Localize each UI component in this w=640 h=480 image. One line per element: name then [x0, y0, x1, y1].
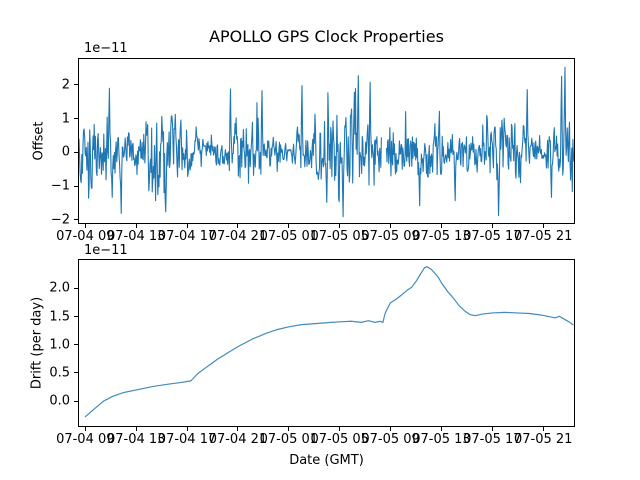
x-tick-label: 07-05 05	[310, 432, 369, 447]
y-tick-label: 0	[61, 144, 70, 160]
x-tick-mark	[237, 224, 239, 228]
x-tick-label: 07-05 21	[513, 229, 573, 244]
x-tick-label: 07-05 17	[463, 432, 522, 447]
y-tick-label: 1.0	[49, 337, 70, 353]
x-tick-label: 07-04 09	[56, 432, 115, 447]
x-tick-mark	[135, 224, 137, 228]
x-tick-mark	[237, 427, 239, 431]
x-tick-mark	[440, 427, 442, 431]
x-tick-label: 07-04 17	[157, 229, 217, 244]
y-tick-label: 2	[61, 77, 70, 93]
x-tick-mark	[542, 427, 544, 431]
x-tick-label: 07-05 13	[412, 229, 471, 244]
y-tick-mark	[74, 219, 78, 221]
x-tick-mark	[339, 224, 341, 228]
y-tick-mark	[74, 372, 78, 374]
x-tick-label: 07-04 21	[208, 432, 268, 447]
drift-series-line	[84, 266, 574, 418]
x-tick-label: 07-05 01	[259, 229, 319, 244]
x-tick-label: 07-04 21	[208, 229, 268, 244]
y-tick-label: 0.5	[49, 365, 70, 381]
y-tick-mark	[74, 118, 78, 120]
y-tick-label: −1	[50, 178, 70, 194]
y-tick-label: −2	[50, 212, 70, 228]
offset-series-line	[79, 66, 574, 218]
drift-plot-axes	[78, 259, 575, 427]
x-tick-mark	[440, 224, 442, 228]
x-tick-label: 07-04 13	[106, 229, 166, 244]
x-tick-label: 07-04 09	[56, 229, 115, 244]
x-tick-label: 07-05 17	[463, 229, 522, 244]
y-tick-mark	[74, 316, 78, 317]
x-tick-mark	[491, 224, 493, 228]
x-tick-label: 07-04 17	[157, 432, 217, 447]
x-tick-mark	[135, 427, 137, 431]
x-tick-mark	[186, 224, 188, 228]
drift-scale-offset-text: 1e−11	[84, 243, 128, 258]
x-tick-label: 07-05 09	[361, 432, 420, 447]
y-tick-label: 1	[61, 111, 70, 127]
offset-scale-offset-text: 1e−11	[84, 41, 128, 56]
y-tick-mark	[74, 344, 78, 346]
x-axis-label: Date (GMT)	[289, 453, 364, 468]
x-tick-mark	[339, 427, 341, 431]
x-tick-mark	[186, 427, 188, 431]
y-tick-mark	[74, 400, 78, 402]
y-tick-mark	[74, 84, 78, 86]
y-tick-label: 1.5	[49, 309, 70, 324]
offset-y-axis-label: Offset	[31, 121, 47, 161]
x-tick-mark	[288, 224, 290, 228]
y-tick-label: 2.0	[49, 280, 70, 296]
y-tick-mark	[74, 287, 78, 289]
x-tick-mark	[491, 427, 493, 431]
x-tick-label: 07-05 09	[361, 229, 420, 244]
chart-title: APOLLO GPS Clock Properties	[209, 27, 444, 46]
y-tick-label: 0.0	[49, 393, 70, 409]
x-tick-label: 07-05 05	[310, 229, 369, 244]
y-tick-mark	[74, 151, 78, 153]
y-tick-mark	[74, 185, 78, 187]
offset-plot-axes	[78, 58, 575, 224]
x-tick-mark	[390, 224, 392, 228]
drift-y-axis-label: Drift (per day)	[29, 296, 45, 390]
x-tick-label: 07-05 01	[259, 432, 319, 447]
x-tick-label: 07-05 13	[412, 432, 471, 447]
x-tick-mark	[288, 427, 290, 431]
x-tick-mark	[542, 224, 544, 228]
x-tick-mark	[390, 427, 392, 431]
x-tick-label: 07-04 13	[106, 432, 166, 447]
x-tick-label: 07-05 21	[513, 432, 573, 447]
x-tick-mark	[84, 427, 86, 431]
x-tick-mark	[84, 224, 86, 228]
